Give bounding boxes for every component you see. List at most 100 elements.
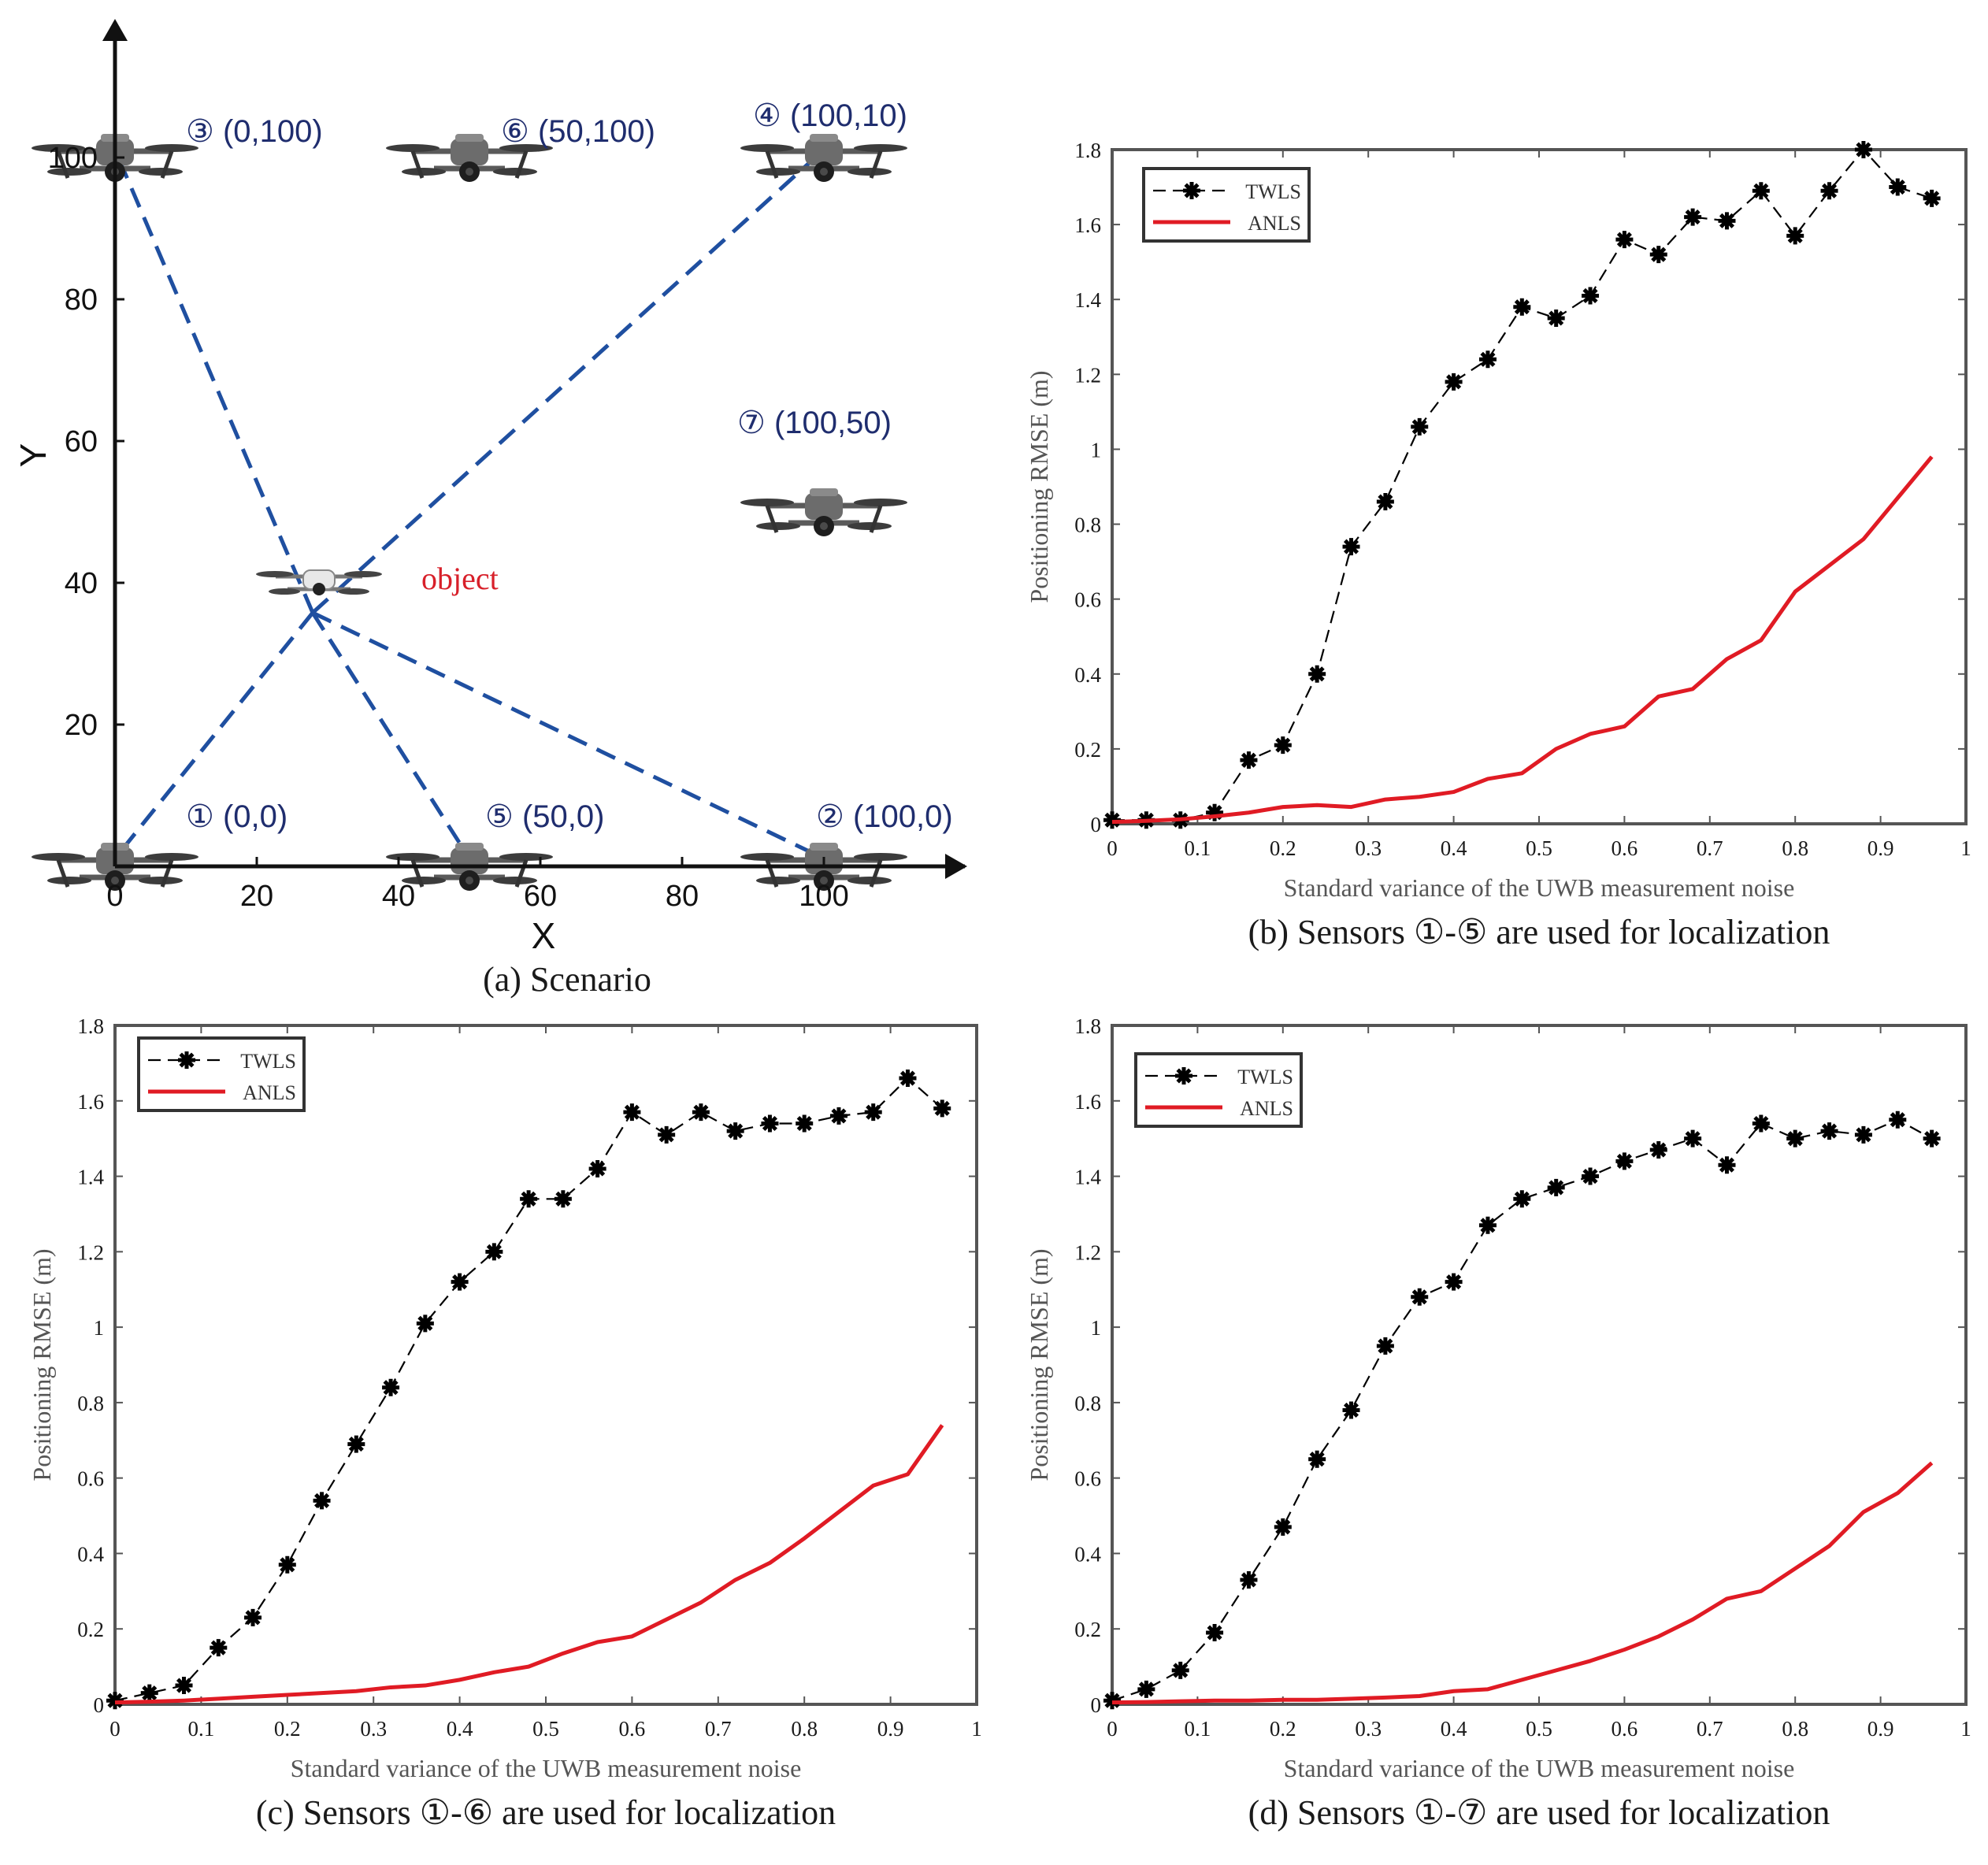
series-line-anls	[1111, 455, 1934, 825]
data-point-twls	[899, 1070, 917, 1088]
data-point-twls	[451, 1273, 469, 1291]
x-tick-label: 0.8	[1782, 1717, 1808, 1741]
data-point-twls	[1582, 287, 1600, 305]
legend-box	[1142, 167, 1311, 243]
data-point-twls	[1752, 182, 1770, 200]
data-point-twls	[588, 1159, 606, 1177]
data-point-twls	[485, 1243, 503, 1261]
sensor-drone-icon	[740, 134, 907, 182]
y-tick-label: 0	[94, 1693, 105, 1717]
data-point-twls	[1274, 736, 1292, 755]
y-tick-label: 0.6	[1074, 588, 1101, 612]
data-point-twls	[313, 1492, 331, 1510]
scenario-x-tick-label: 20	[240, 880, 273, 913]
x-axis-label: Standard variance of the UWB measurement…	[291, 1754, 802, 1782]
data-point-twls	[1513, 1190, 1531, 1208]
chart-caption: (b) Sensors ①-⑤ are used for localizatio…	[1248, 913, 1830, 951]
scenario-drones	[32, 134, 907, 891]
sensor-link-line	[311, 148, 825, 614]
data-point-twls	[761, 1114, 779, 1133]
object-drone-icon	[256, 570, 382, 595]
data-point-twls	[1478, 350, 1497, 369]
data-point-twls	[1582, 1167, 1600, 1185]
data-point-twls	[1376, 1337, 1394, 1355]
data-point-twls	[520, 1190, 538, 1208]
x-tick-label: 0	[1107, 1717, 1118, 1741]
data-point-twls	[829, 1107, 847, 1125]
data-point-twls	[347, 1435, 365, 1453]
sensor-label: ④ (100,10)	[753, 98, 907, 133]
data-point-twls	[1684, 208, 1702, 226]
sensor-labels: ① (0,0) ② (100,0) ③ (0,100) ④ (100,10) ⑤ (50…	[186, 98, 953, 834]
y-tick-label: 0.6	[1074, 1467, 1101, 1491]
y-tick-label: 1.8	[1074, 1014, 1101, 1038]
plot-frame	[113, 1024, 978, 1706]
x-tick-label: 0.7	[1697, 836, 1723, 860]
data-point-twls	[726, 1122, 744, 1140]
x-tick-label: 0.8	[791, 1717, 818, 1741]
data-point-twls	[1308, 665, 1326, 683]
x-tick-label: 0.2	[1270, 836, 1296, 860]
data-point-twls	[1513, 298, 1531, 316]
x-tick-label: 0	[1107, 836, 1118, 860]
data-point-twls	[1547, 1178, 1565, 1196]
data-point-twls	[1820, 1122, 1838, 1140]
data-point-twls	[1889, 1110, 1907, 1129]
data-point-twls	[382, 1378, 400, 1396]
y-tick-label: 0.8	[1074, 514, 1101, 537]
legend-label: ANLS	[1240, 1097, 1293, 1120]
legend-box	[137, 1036, 306, 1112]
legend-star-icon	[1183, 182, 1200, 199]
scenario-y-tick-label: 40	[65, 567, 98, 600]
scenario-links	[113, 148, 825, 861]
data-point-twls	[623, 1103, 641, 1122]
data-point-twls	[1615, 1152, 1634, 1170]
chart-caption: (d) Sensors ①-⑦ are used for localizatio…	[1248, 1793, 1830, 1832]
data-point-twls	[1547, 310, 1565, 327]
data-point-twls	[210, 1639, 228, 1657]
chart-caption: (c) Sensors ①-⑥ are used for localizatio…	[256, 1793, 836, 1832]
data-point-twls	[244, 1608, 262, 1626]
data-point-twls	[1206, 1624, 1224, 1642]
scenario-y-tick-label: 20	[65, 709, 98, 742]
data-point-twls	[1923, 1129, 1941, 1148]
legend: TWLS ANLS	[137, 1036, 306, 1112]
legend-label: ANLS	[243, 1081, 296, 1104]
scenario-x-label: X	[532, 915, 556, 956]
y-tick-label: 1.4	[1074, 288, 1101, 312]
series-line-anls	[114, 1424, 944, 1705]
y-tick-label: 1	[94, 1316, 105, 1340]
series-line-anls	[1111, 1461, 1934, 1705]
y-tick-label: 0.4	[77, 1542, 104, 1566]
scenario-x-tick-label: 0	[106, 880, 123, 913]
legend-label: TWLS	[1237, 1066, 1293, 1088]
data-point-twls	[1411, 417, 1429, 436]
y-tick-label: 1.2	[77, 1240, 104, 1264]
data-point-twls	[1684, 1129, 1702, 1148]
y-tick-label: 1.4	[1074, 1166, 1101, 1189]
sensor-label: ② (100,0)	[816, 799, 953, 834]
sensor-label: ⑤ (50,0)	[485, 799, 604, 834]
x-tick-label: 0.8	[1782, 836, 1808, 860]
x-tick-label: 0.1	[1185, 1717, 1211, 1741]
y-tick-label: 0.4	[1074, 663, 1101, 687]
sensor-link-line	[113, 611, 314, 860]
data-point-twls	[1649, 1141, 1667, 1159]
y-tick-label: 1	[1091, 1316, 1102, 1340]
x-tick-label: 0.1	[188, 1717, 215, 1741]
data-point-twls	[140, 1684, 158, 1702]
y-axis-label: Positioning RMSE (m)	[1025, 1248, 1053, 1481]
legend-box	[1134, 1052, 1303, 1128]
data-point-twls	[1889, 178, 1907, 196]
legend-star-icon	[178, 1051, 195, 1069]
data-point-twls	[1137, 1680, 1155, 1698]
data-point-twls	[1240, 1570, 1258, 1589]
y-tick-label: 1.8	[77, 1014, 104, 1038]
scenario-x-tick-label: 100	[799, 880, 848, 913]
legend-label: TWLS	[1245, 180, 1301, 203]
y-tick-label: 0.2	[1074, 738, 1101, 762]
data-point-twls	[1308, 1450, 1326, 1468]
data-point-twls	[1171, 1661, 1189, 1679]
legend-label: TWLS	[240, 1050, 296, 1073]
data-point-twls	[1478, 1216, 1497, 1234]
